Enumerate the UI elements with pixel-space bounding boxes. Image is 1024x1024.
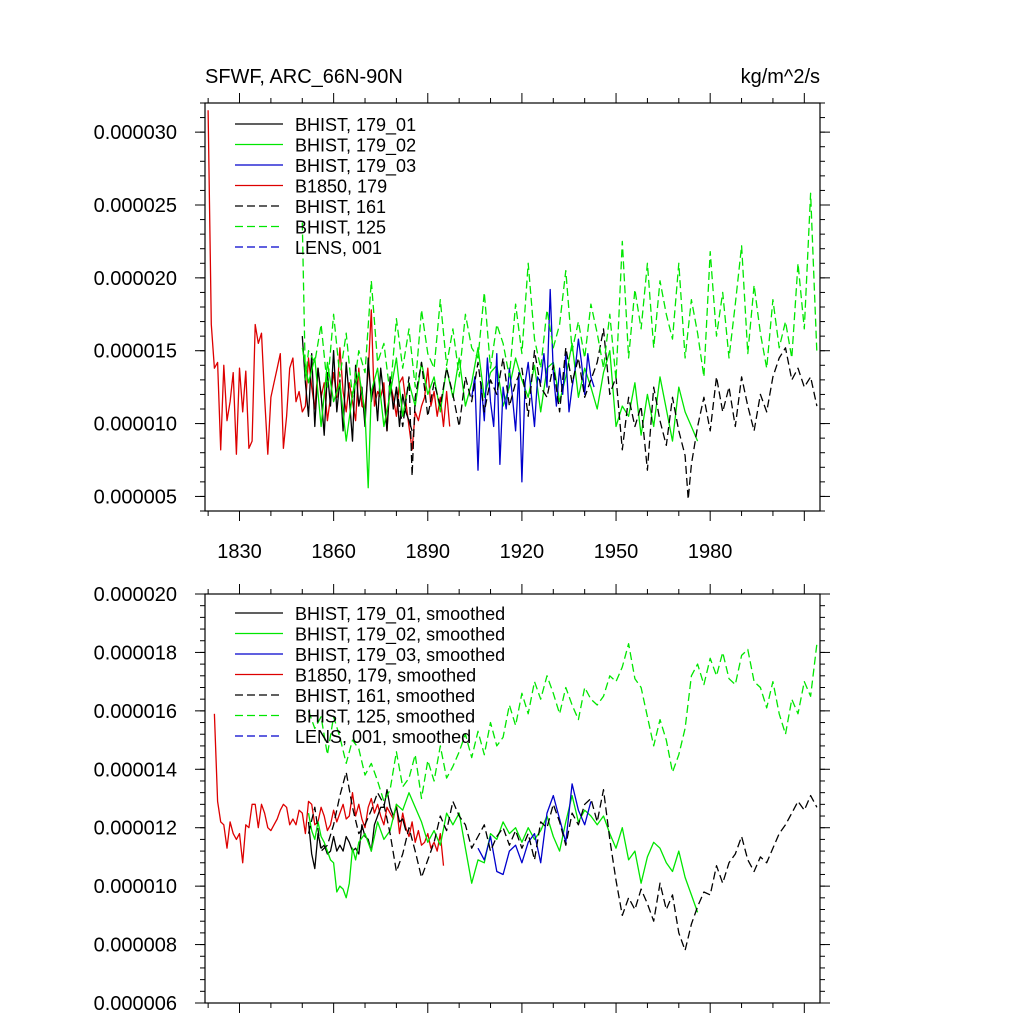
series-group <box>207 110 818 500</box>
series-line <box>471 288 595 483</box>
series-line <box>307 643 818 803</box>
series-line <box>477 783 592 876</box>
y-tick-label: 0.000020 <box>94 584 177 606</box>
x-tick-label: 1830 <box>217 541 262 563</box>
legend-label: BHIST, 125, smoothed <box>295 707 475 727</box>
y-tick-label: 0.000030 <box>94 122 177 144</box>
bottom-panel: 0.000020 0.000018 0.000016 0.000014 0.000012… <box>94 584 830 1015</box>
legend-label: LENS, 001 <box>295 238 382 258</box>
x-tick-label: 1890 <box>406 541 451 563</box>
plot-frame <box>204 593 821 1004</box>
legend-label: BHIST, 179_03 <box>295 156 416 177</box>
top-panel: SFWF, ARC_66N-90N kg/m^2/s 1830 1860 1890 1… <box>94 66 830 563</box>
y-tick-label: 0.000006 <box>94 993 177 1015</box>
x-tick-label: 1860 <box>311 541 356 563</box>
y-tick-label: 0.000016 <box>94 701 177 723</box>
series-line <box>307 792 699 913</box>
series-line <box>213 713 445 866</box>
y-tick-label: 0.000010 <box>94 876 177 898</box>
x-tick-label: 1950 <box>594 541 639 563</box>
series-line <box>307 789 407 870</box>
series-line <box>207 110 451 455</box>
legend-label: BHIST, 179_01, smoothed <box>295 604 505 625</box>
legend-label: BHIST, 179_02, smoothed <box>295 625 505 646</box>
legend-label: BHIST, 161, smoothed <box>295 686 475 706</box>
series-line <box>307 771 818 952</box>
legend-label: BHIST, 161 <box>295 197 386 217</box>
y-tick-label: 0.000020 <box>94 268 177 290</box>
y-tick-label: 0.000012 <box>94 818 177 840</box>
series-line <box>395 328 818 500</box>
series-group <box>213 643 818 952</box>
y-tick-label: 0.000010 <box>94 414 177 436</box>
series-line <box>301 336 413 442</box>
legend-label: LENS, 001, smoothed <box>295 727 471 747</box>
x-tick-label: 1980 <box>688 541 733 563</box>
x-tick-label: 1920 <box>500 541 545 563</box>
y-tick-label: 0.000008 <box>94 935 177 957</box>
y-tick-label: 0.000005 <box>94 486 177 508</box>
legend-label: B1850, 179 <box>295 177 387 197</box>
chart-title: SFWF, ARC_66N-90N <box>205 66 403 88</box>
legend-label: B1850, 179, smoothed <box>295 666 476 686</box>
legend-label: BHIST, 179_01 <box>295 115 416 136</box>
series-line <box>301 192 818 398</box>
legend-label: BHIST, 179_03, smoothed <box>295 645 505 666</box>
y-tick-label: 0.000015 <box>94 341 177 363</box>
y-tick-label: 0.000025 <box>94 195 177 217</box>
y-tick-label: 0.000014 <box>94 759 177 781</box>
legend-label: BHIST, 125 <box>295 218 386 238</box>
y-tick-label: 0.000018 <box>94 642 177 664</box>
units-label: kg/m^2/s <box>741 66 820 88</box>
legend-label: BHIST, 179_02 <box>295 136 416 157</box>
